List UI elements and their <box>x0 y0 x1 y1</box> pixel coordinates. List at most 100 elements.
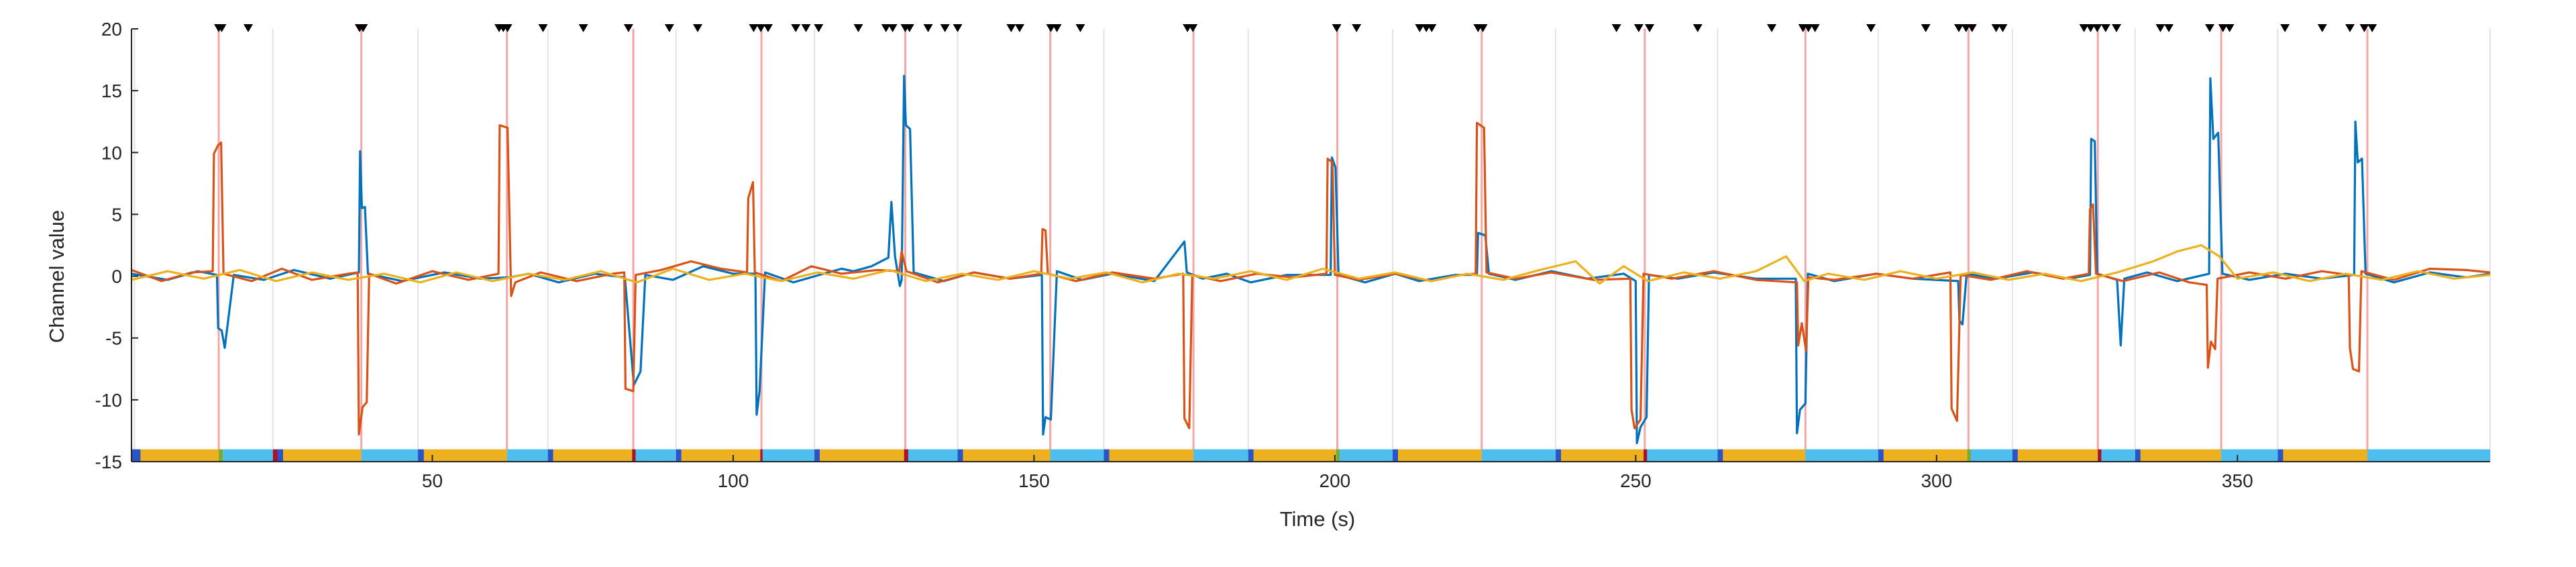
x-tick-label: 150 <box>1018 470 1050 491</box>
trial-bar-segment <box>1193 449 1248 462</box>
trial-bar-segment <box>140 449 219 462</box>
trial-bar-segment <box>1104 449 1110 462</box>
trial-bar-segment <box>2140 449 2222 462</box>
x-tick-label: 100 <box>718 470 749 491</box>
trial-bar-segment <box>417 449 424 462</box>
trial-bar-segment <box>1878 449 1884 462</box>
trial-bar-segment <box>131 449 141 462</box>
event-marker <box>1810 24 1820 32</box>
trial-bar-segment <box>2098 449 2102 462</box>
trial-bar-segment <box>957 449 963 462</box>
event-marker <box>2155 24 2165 32</box>
y-tick-label: 15 <box>101 81 122 101</box>
trial-bar-segment <box>1561 449 1644 462</box>
event-marker <box>693 24 703 32</box>
event-marker <box>1693 24 1703 32</box>
trial-bar-segment <box>553 449 633 462</box>
series-line-blue <box>131 74 2491 444</box>
trial-bar-segment <box>2367 449 2490 462</box>
x-tick-label: 300 <box>1921 470 1952 491</box>
event-marker <box>2100 24 2110 32</box>
event-marker <box>749 24 759 32</box>
trial-bar-segment <box>219 449 223 462</box>
event-marker <box>2112 24 2122 32</box>
event-marker <box>538 24 548 32</box>
event-marker <box>853 24 863 32</box>
trial-bar-segment <box>547 449 553 462</box>
event-marker <box>502 24 513 32</box>
trial-bar-segment <box>223 449 273 462</box>
trial-bar-segment <box>1392 449 1399 462</box>
event-marker <box>358 24 368 32</box>
trial-bar-segment <box>762 449 815 462</box>
trial-bar-segment <box>1050 449 1104 462</box>
trial-bar-segment <box>1805 449 1878 462</box>
event-marker <box>664 24 674 32</box>
event-marker <box>1954 24 1964 32</box>
trial-bar-segment <box>1481 449 1556 462</box>
event-marker <box>1188 24 1198 32</box>
trial-bar-segment <box>423 449 507 462</box>
event-marker <box>1332 24 1342 32</box>
event-marker <box>244 24 254 32</box>
trial-bar-segment <box>1717 449 1723 462</box>
trial-bar-segment <box>1723 449 1806 462</box>
event-marker <box>2345 24 2355 32</box>
event-marker <box>2205 24 2215 32</box>
trial-bar-segment <box>361 449 418 462</box>
event-marker <box>1415 24 1425 32</box>
event-marker <box>623 24 633 32</box>
y-tick-label: -15 <box>95 452 122 472</box>
event-marker <box>1075 24 1085 32</box>
y-tick-label: 20 <box>101 19 122 40</box>
trial-bar-segment <box>1644 449 1648 462</box>
event-marker <box>2086 24 2096 32</box>
event-marker <box>1961 24 1971 32</box>
trial-bar-segment <box>506 449 548 462</box>
trial-bar-segment <box>2277 449 2284 462</box>
trial-bar-segment <box>1336 449 1340 462</box>
event-marker <box>1052 24 1062 32</box>
event-marker <box>1866 24 1876 32</box>
event-marker <box>756 24 766 32</box>
event-marker <box>2317 24 2327 32</box>
trial-bar-segment <box>1647 449 1718 462</box>
y-tick-label: 0 <box>111 266 122 287</box>
trial-bar-segment <box>904 449 908 462</box>
trial-bar-segment <box>814 449 820 462</box>
event-marker <box>1803 24 1813 32</box>
trial-bar-segment <box>1556 449 1562 462</box>
event-marker <box>2359 24 2369 32</box>
trial-bar-segment <box>635 449 676 462</box>
trial-bar-segment <box>2017 449 2098 462</box>
trial-bar-segment <box>1248 449 1254 462</box>
event-marker <box>763 24 773 32</box>
event-marker <box>1644 24 1654 32</box>
y-tick-label: 5 <box>111 204 122 225</box>
trial-bar-segment <box>2283 449 2368 462</box>
trial-bar-segment <box>2101 449 2135 462</box>
trial-boundary-lines <box>133 29 2491 462</box>
event-marker <box>881 24 891 32</box>
event-marker <box>1006 24 1016 32</box>
y-axis-label: Channel value <box>45 210 68 343</box>
y-tick-label: 10 <box>101 142 122 163</box>
event-marker <box>1967 24 1977 32</box>
event-marker <box>1921 24 1931 32</box>
x-tick-label: 200 <box>1320 470 1351 491</box>
event-marker <box>1014 24 1024 32</box>
trial-bar-segment <box>1340 449 1393 462</box>
event-marker <box>2280 24 2290 32</box>
event-marker <box>1767 24 1777 32</box>
event-marker <box>1611 24 1621 32</box>
event-marker <box>1427 24 1437 32</box>
axes: -15 -10 -5 0 5 10 15 20 50 100 150 200 250 300 350 <box>95 19 2490 491</box>
trial-bar-segment <box>820 449 904 462</box>
event-lines <box>217 29 2369 462</box>
event-marker <box>904 24 914 32</box>
trial-bar-segment <box>2135 449 2141 462</box>
trial-bar-segment <box>2012 449 2018 462</box>
data-series <box>131 74 2491 444</box>
trial-bar-segment <box>681 449 761 462</box>
